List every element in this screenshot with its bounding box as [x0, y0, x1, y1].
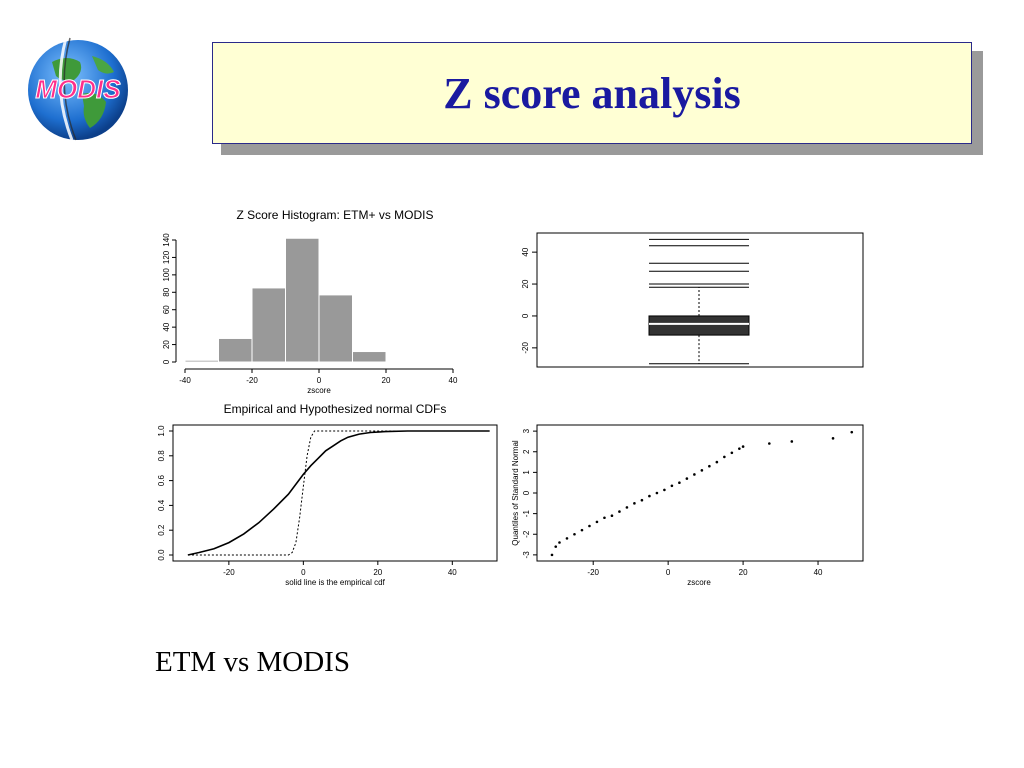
- y-tick-label: 40: [162, 322, 171, 331]
- y-tick-label: -2: [522, 530, 531, 538]
- y-tick-label: 40: [521, 247, 530, 256]
- x-tick-label: -40: [179, 376, 191, 385]
- y-tick-label: 0.2: [157, 524, 166, 536]
- chart-title: Empirical and Hypothesized normal CDFs: [224, 402, 447, 416]
- y-tick-label: -3: [522, 551, 531, 559]
- y-tick-label: -20: [521, 342, 530, 354]
- x-tick-label: 40: [814, 568, 823, 577]
- qq-point: [618, 510, 621, 513]
- empirical-cdf-line: [187, 430, 490, 556]
- y-tick-label: 0.8: [157, 450, 166, 462]
- y-tick-label: 0.6: [157, 474, 166, 486]
- qq-point: [715, 460, 719, 464]
- x-tick-label: 20: [373, 568, 382, 577]
- x-tick-label: 0: [317, 376, 322, 385]
- qq-point: [588, 524, 591, 528]
- y-tick-label: 0.4: [157, 499, 166, 511]
- y-tick-label: 3: [522, 428, 531, 433]
- histogram-bar: [318, 294, 353, 363]
- figures-panel: Z Score Histogram: ETM+ vs MODIS-40 -20 0 2…: [157, 208, 864, 587]
- slide-caption: ETM vs MODIS: [155, 646, 350, 678]
- x-tick-label: 20: [739, 568, 748, 577]
- x-tick-label: 0: [666, 568, 671, 577]
- y-tick-label: 1.0: [157, 425, 166, 437]
- x-tick-label: 40: [448, 568, 457, 577]
- plot-frame: [172, 424, 498, 562]
- qq-point: [603, 516, 606, 520]
- plot-frame: [536, 424, 864, 562]
- qq-point: [738, 447, 741, 450]
- y-tick-label: 120: [162, 250, 171, 264]
- x-tick-label: -20: [587, 568, 599, 577]
- page-title: Z score analysis: [443, 68, 741, 118]
- histogram-bar: [285, 237, 320, 363]
- qq-point: [558, 541, 561, 544]
- histogram-chart: Z Score Histogram: ETM+ vs MODIS -40 -20 0 2…: [162, 208, 458, 395]
- plot-frame: [536, 232, 864, 368]
- boxplot-chart: -20 0 20 40: [521, 232, 864, 368]
- qq-point: [633, 502, 636, 505]
- y-tick-label: 0.0: [157, 549, 166, 561]
- y-tick-label: 80: [162, 287, 171, 296]
- y-tick-label: 0: [521, 313, 530, 318]
- x-tick-label: 40: [449, 376, 458, 385]
- qq-point: [640, 498, 644, 502]
- qq-point: [700, 469, 704, 472]
- qq-point: [730, 451, 734, 455]
- y-tick-label: -1: [522, 510, 531, 518]
- title-box: Z score analysis: [212, 42, 972, 144]
- histogram-bar: [218, 337, 253, 363]
- histogram-bar: [251, 287, 286, 363]
- qq-point: [693, 473, 696, 476]
- x-tick-label: -20: [223, 568, 235, 577]
- normal-cdf-line: [187, 430, 490, 556]
- y-tick-label: 0: [162, 359, 171, 364]
- y-tick-label: 100: [162, 268, 171, 282]
- y-tick-label: 1: [522, 470, 531, 475]
- qq-point: [580, 528, 584, 532]
- x-tick-label: -20: [246, 376, 258, 385]
- qq-point: [850, 430, 854, 434]
- qq-point: [595, 520, 599, 524]
- qq-point: [670, 484, 674, 488]
- logo-text: MODIS: [35, 74, 121, 104]
- qq-point: [625, 506, 629, 509]
- qq-point: [554, 545, 558, 548]
- y-tick-label: 0: [522, 490, 531, 495]
- chart-title: Z Score Histogram: ETM+ vs MODIS: [236, 208, 433, 222]
- qq-point: [685, 477, 689, 480]
- x-axis-label: solid line is the empirical cdf: [285, 578, 385, 587]
- histogram-bar: [184, 359, 219, 363]
- qq-point: [708, 464, 711, 468]
- y-tick-label: 2: [522, 449, 531, 454]
- box-iqr: [648, 315, 750, 336]
- qq-point: [663, 488, 666, 492]
- qq-plot-chart: -20 0 20 40 zscore -3 -2 -1 0 1 2 3 Quantiles of Sta…: [511, 424, 864, 587]
- qq-point: [831, 437, 835, 440]
- qq-point: [768, 442, 771, 445]
- qq-point: [565, 537, 569, 540]
- qq-point: [678, 481, 681, 484]
- x-axis-label: zscore: [307, 386, 331, 395]
- cdf-chart: Empirical and Hypothesized normal CDFs -2…: [157, 402, 498, 587]
- qq-point: [648, 494, 651, 498]
- x-tick-label: 0: [301, 568, 306, 577]
- x-axis-label: zscore: [687, 578, 711, 587]
- y-axis-label: Quantiles of Standard Normal: [511, 440, 520, 546]
- qq-point: [790, 440, 794, 443]
- qq-point: [610, 514, 614, 517]
- x-tick-label: 20: [382, 376, 391, 385]
- y-tick-label: 140: [162, 233, 171, 247]
- qq-point: [573, 532, 576, 536]
- qq-point: [741, 445, 745, 448]
- modis-logo: MODIS: [22, 32, 134, 144]
- qq-point: [550, 553, 554, 557]
- qq-point: [655, 491, 659, 495]
- qq-point: [723, 455, 726, 459]
- histogram-bar: [352, 351, 387, 363]
- y-tick-label: 60: [162, 305, 171, 314]
- y-tick-label: 20: [162, 340, 171, 349]
- y-tick-label: 20: [521, 279, 530, 288]
